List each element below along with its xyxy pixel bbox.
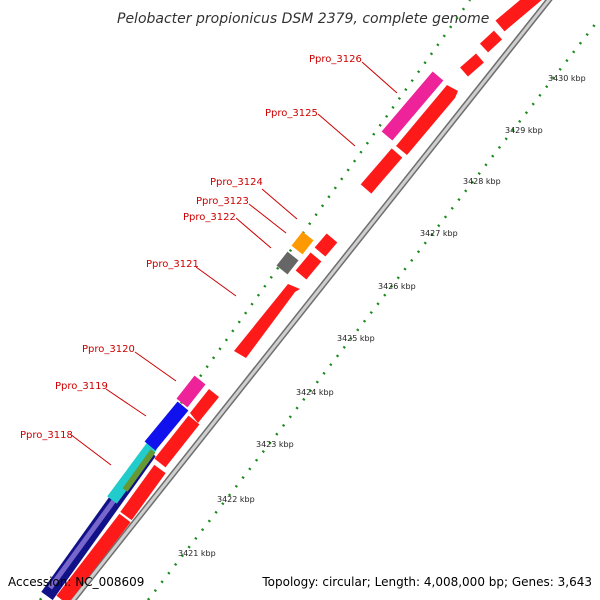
accession-text: Accession: NC_008609 [8, 575, 144, 589]
leader-ppro-3122 [235, 217, 272, 249]
gene-label: Ppro_3125 [265, 108, 318, 119]
topology-text: Topology: circular; Length: 4,008,000 bp… [261, 575, 592, 589]
tick-label: 3428 kbp [463, 177, 501, 186]
tick-label: 3429 kbp [505, 126, 543, 135]
gene-label: Ppro_3126 [309, 54, 362, 65]
tick-label: 3421 kbp [178, 549, 216, 558]
cds-2 [120, 464, 166, 521]
gene-label: Ppro_3119 [55, 381, 108, 392]
leader-ppro-3125 [317, 113, 356, 147]
cds-3 [154, 415, 200, 468]
gene-label: Ppro_3120 [82, 344, 135, 355]
map-title: Pelobacter propionicus DSM 2379, complet… [117, 11, 489, 27]
cds-8 [460, 53, 484, 77]
gene-label: Ppro_3121 [146, 259, 199, 270]
inner-dotted-ring [147, 17, 600, 600]
inner-strand-features [56, 0, 542, 600]
cds-1 [56, 513, 131, 600]
cds-ppro-3125 [396, 85, 458, 155]
gene-label: Ppro_3124 [210, 177, 263, 188]
gene-label-leaders [69, 61, 398, 466]
tick-label: 3424 kbp [296, 388, 334, 397]
cds-10 [495, 0, 542, 32]
tick-label: 3430 kbp [548, 74, 586, 83]
leader-ppro-3126 [361, 61, 398, 94]
gene-label: Ppro_3118 [20, 430, 73, 441]
cds-ppro-3121 [234, 284, 300, 358]
cds-9 [479, 30, 503, 53]
outer-strand-features [41, 71, 444, 600]
leader-ppro-3124 [261, 188, 298, 220]
cds-6 [314, 233, 338, 257]
tick-label: 3427 kbp [420, 229, 458, 238]
feature-ppro-3119 [144, 401, 189, 451]
leader-ppro-3123 [248, 203, 287, 234]
leader-ppro-3118 [69, 433, 112, 466]
leader-ppro-3119 [105, 388, 147, 417]
tick-labels: 3421 kbp 3422 kbp 3423 kbp 3424 kbp 3425… [178, 74, 586, 558]
tick-label: 3425 kbp [337, 334, 375, 343]
tick-label: 3423 kbp [256, 440, 294, 449]
feature-ppro-3126 [381, 71, 444, 141]
leader-ppro-3121 [195, 266, 237, 297]
cds-4-arrow [190, 389, 219, 423]
gene-label: Ppro_3123 [196, 196, 249, 207]
tick-label: 3426 kbp [378, 282, 416, 291]
feature-ppro-3120 [176, 375, 206, 408]
feature-olive [122, 449, 156, 492]
feature-cyan [107, 442, 157, 504]
tick-label: 3422 kbp [217, 495, 255, 504]
gene-labels: Ppro_3118 Ppro_3119 Ppro_3120 Ppro_3121 … [20, 54, 362, 441]
cds-7 [360, 148, 403, 194]
feature-ppro-3123 [291, 231, 314, 255]
leader-ppro-3120 [134, 351, 177, 382]
backbone [71, 0, 551, 600]
gene-label: Ppro_3122 [183, 212, 236, 223]
feature-ppro-3122 [276, 251, 299, 275]
cds-5 [295, 252, 322, 280]
